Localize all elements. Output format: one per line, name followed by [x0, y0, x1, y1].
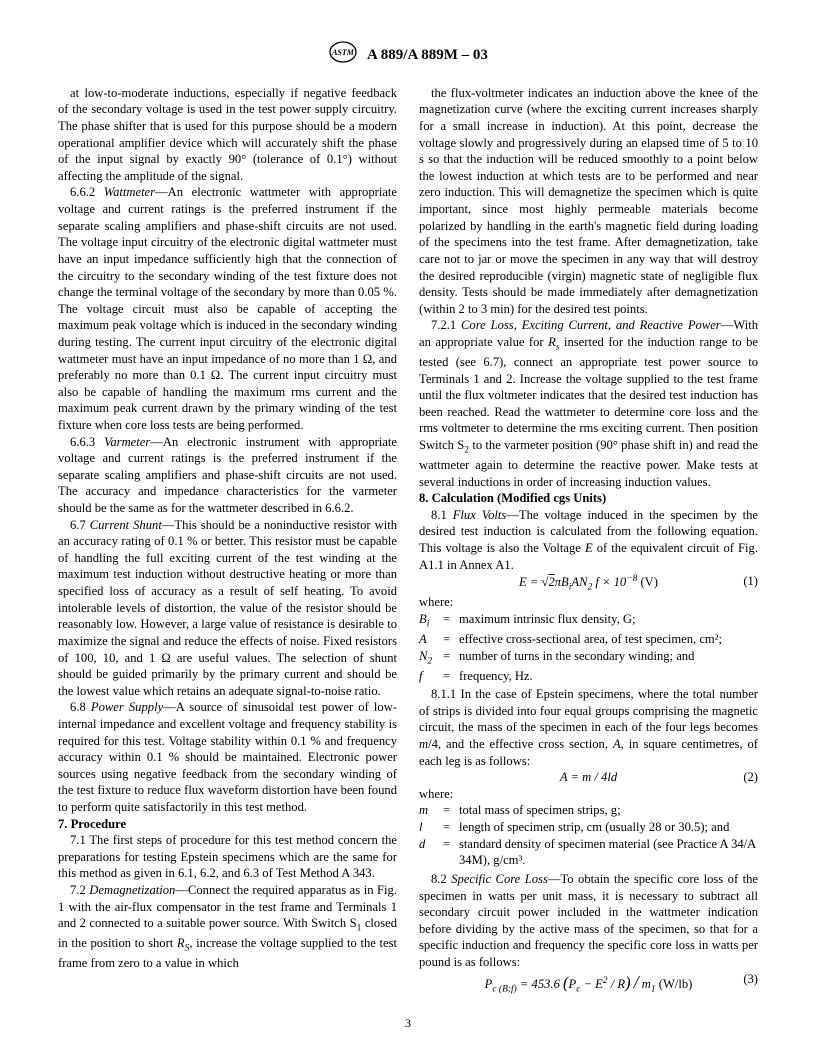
svg-text:ASTM: ASTM [331, 48, 355, 57]
page-number: 3 [0, 1016, 816, 1032]
para-7-2-1: 7.2.1 Core Loss, Exciting Current, and R… [419, 317, 758, 490]
designation: A 889/A 889M – 03 [367, 47, 488, 63]
astm-logo: ASTM [328, 40, 358, 71]
para-7-2-cont: the flux-voltmeter indicates an inductio… [419, 85, 758, 318]
para-6-8: 6.8 Power Supply—A source of sinusoidal … [58, 699, 397, 815]
equation-3: Pc (B;f) = 453.6 (Pc − E2 / R) / m1 (W/l… [419, 971, 758, 996]
para-6-6-2: 6.6.2 Wattmeter—An electronic wattmeter … [58, 184, 397, 433]
para-6-7: 6.7 Current Shunt—This should be a nonin… [58, 517, 397, 700]
section-7-heading: 7. Procedure [58, 816, 397, 833]
body-columns: at low-to-moderate inductions, especiall… [58, 85, 758, 1005]
para-8-1: 8.1 Flux Volts—The voltage induced in th… [419, 507, 758, 573]
equation-1: E = √2πBiAN2 f × 10−8 (V) (1) [419, 573, 758, 594]
defs-2: m=total mass of specimen strips, g; l=le… [419, 802, 758, 868]
para-6-6-1-cont: at low-to-moderate inductions, especiall… [58, 85, 397, 185]
defs-1: Bi=maximum intrinsic flux density, G; A=… [419, 611, 758, 684]
para-6-6-3: 6.6.3 Varmeter—An electronic instrument … [58, 434, 397, 517]
section-8-heading: 8. Calculation (Modified cgs Units) [419, 490, 758, 507]
para-7-2: 7.2 Demagnetization—Connect the required… [58, 882, 397, 972]
para-7-1: 7.1 The first steps of procedure for thi… [58, 832, 397, 882]
where-2: where: [419, 786, 758, 803]
where-1: where: [419, 594, 758, 611]
equation-2: A = m / 4ld (2) [419, 769, 758, 786]
page-header: ASTM A 889/A 889M – 03 [58, 40, 758, 71]
para-8-2: 8.2 Specific Core Loss—To obtain the spe… [419, 871, 758, 971]
para-8-1-1: 8.1.1 In the case of Epstein specimens, … [419, 686, 758, 769]
